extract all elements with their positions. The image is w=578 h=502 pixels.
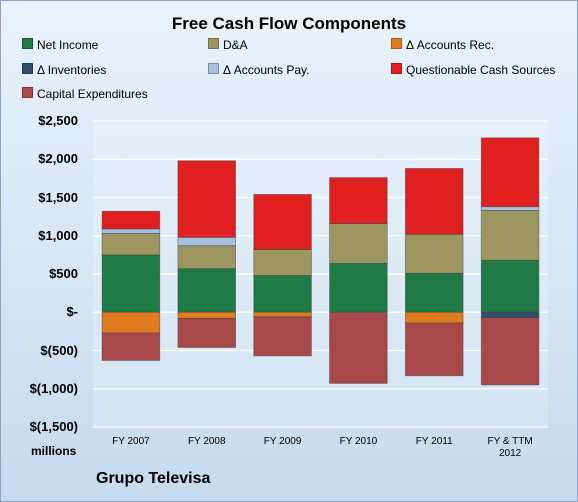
bar-segment	[329, 223, 388, 264]
bar-segment	[177, 317, 236, 348]
x-tick-label: FY 2008	[187, 436, 226, 447]
y-tick-label: $-	[66, 304, 78, 320]
x-tick-label: FY 2009	[263, 436, 302, 447]
y-tick-label: $1,000	[38, 227, 78, 243]
legend-label: Net Income	[37, 38, 99, 52]
y-tick-label: $500	[49, 266, 78, 281]
bar-segment	[253, 275, 312, 313]
legend-swatch	[22, 63, 33, 74]
legend-item: Δ Accounts Pay.	[208, 63, 310, 77]
bar-segment	[480, 206, 540, 211]
legend-item: Capital Expenditures	[22, 87, 148, 101]
bar-segment	[177, 245, 236, 270]
legend-label: Δ Accounts Pay.	[223, 63, 310, 77]
legend-item: Δ Inventories	[22, 63, 106, 77]
bar-segment	[253, 316, 312, 357]
bar-segment	[253, 311, 312, 318]
legend-label: D&A	[223, 38, 248, 52]
legend-item: Questionable Cash Sources	[391, 63, 555, 77]
bar-segment	[405, 272, 464, 313]
legend-label: Δ Inventories	[37, 63, 107, 77]
bar-segment	[101, 332, 161, 361]
bar-segment	[101, 228, 161, 234]
bar-segment	[480, 311, 540, 319]
bar-segment	[480, 259, 540, 313]
units-label: millions	[31, 444, 77, 458]
company-name: Grupo Televisa	[96, 470, 211, 487]
bar-segment	[177, 160, 236, 238]
bar-segment	[177, 268, 236, 313]
bar-segment	[480, 137, 540, 208]
bar-segment	[177, 311, 236, 319]
legend-item: D&A	[208, 38, 248, 52]
legend-item: Net Income	[22, 38, 98, 52]
bars	[101, 137, 540, 386]
legend-label: Δ Accounts Rec.	[406, 38, 495, 52]
legend-swatch	[208, 38, 219, 49]
x-tick-label: FY & TTM 2012	[487, 436, 533, 459]
legend-swatch	[22, 87, 33, 98]
bar-segment	[253, 249, 312, 276]
bar-segment	[405, 311, 464, 324]
bar-segment	[177, 236, 236, 247]
bar-segment	[405, 322, 464, 377]
bar-segment	[480, 317, 540, 386]
chart-title: Free Cash Flow Components	[171, 14, 407, 33]
bar-segment	[329, 177, 388, 224]
y-tick-label: $(1,000)	[29, 380, 78, 396]
legend-item: Δ Accounts Rec.	[391, 38, 494, 52]
legend-swatch	[22, 38, 33, 49]
legend-label: Capital Expenditures	[37, 87, 148, 101]
bar-segment	[480, 210, 540, 261]
bar-segment	[101, 311, 161, 334]
x-tick-label: FY 2011	[415, 436, 453, 447]
bar-segment	[329, 262, 388, 313]
x-tick-label: FY 2007	[112, 436, 150, 447]
x-tick-label: FY 2010	[339, 436, 378, 447]
legend-swatch	[391, 63, 402, 74]
y-tick-label: $(500)	[40, 342, 78, 358]
y-tick-label: $2,500	[38, 113, 78, 128]
legend-swatch	[208, 63, 219, 74]
bar-segment	[101, 233, 161, 256]
bar-segment	[253, 194, 312, 250]
y-tick-label: $2,000	[38, 151, 78, 167]
bar-segment	[329, 311, 388, 384]
y-tick-label: $1,500	[38, 189, 78, 205]
bar-segment	[101, 254, 161, 313]
legend-label: Questionable Cash Sources	[406, 63, 556, 77]
bar-segment	[101, 210, 161, 230]
legend-swatch	[391, 38, 402, 49]
y-tick-label: $(1,500)	[29, 419, 78, 434]
bar-segment	[405, 233, 464, 274]
bar-segment	[405, 168, 464, 235]
